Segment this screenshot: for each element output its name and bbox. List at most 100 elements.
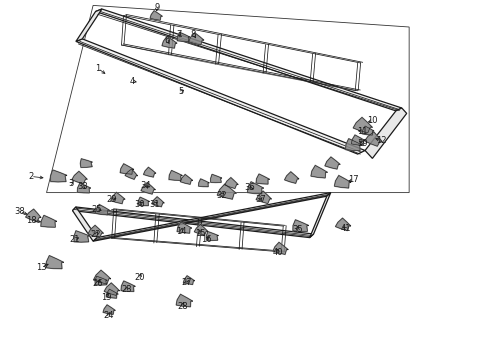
Text: 10: 10: [367, 116, 378, 125]
Text: 13: 13: [36, 263, 47, 271]
Text: 16: 16: [201, 235, 212, 244]
Polygon shape: [96, 9, 402, 111]
Text: 40: 40: [273, 248, 284, 257]
Polygon shape: [46, 256, 64, 269]
Polygon shape: [169, 170, 182, 180]
Polygon shape: [73, 207, 314, 238]
Polygon shape: [88, 225, 103, 238]
Text: 33: 33: [77, 182, 88, 191]
Polygon shape: [72, 171, 87, 184]
Text: 29: 29: [106, 195, 117, 204]
Polygon shape: [351, 135, 365, 145]
Polygon shape: [206, 231, 219, 240]
Polygon shape: [93, 193, 331, 241]
Polygon shape: [177, 222, 192, 233]
Polygon shape: [50, 170, 67, 182]
Text: 19: 19: [101, 292, 112, 302]
Polygon shape: [225, 177, 238, 189]
Text: 38: 38: [14, 207, 25, 216]
Polygon shape: [285, 172, 299, 183]
Polygon shape: [141, 183, 155, 194]
Polygon shape: [80, 159, 92, 167]
Text: 15: 15: [195, 229, 205, 238]
Polygon shape: [94, 270, 111, 284]
Polygon shape: [325, 157, 340, 169]
Polygon shape: [311, 165, 327, 178]
Text: 41: 41: [340, 224, 351, 233]
Text: 21: 21: [69, 235, 80, 244]
Polygon shape: [256, 174, 270, 184]
Text: 28: 28: [177, 302, 188, 311]
Polygon shape: [247, 182, 264, 194]
Polygon shape: [138, 197, 149, 206]
Polygon shape: [162, 36, 177, 48]
Polygon shape: [152, 197, 164, 207]
Text: 9: 9: [154, 3, 159, 12]
Text: 27: 27: [182, 278, 193, 287]
Polygon shape: [106, 289, 118, 298]
Text: 12: 12: [376, 136, 387, 145]
Polygon shape: [198, 179, 209, 187]
Text: 11: 11: [357, 127, 368, 136]
Text: 5: 5: [179, 87, 184, 96]
Polygon shape: [365, 132, 382, 146]
Polygon shape: [41, 215, 57, 227]
Text: 7: 7: [176, 30, 181, 39]
Polygon shape: [176, 294, 193, 307]
Text: 3: 3: [69, 179, 74, 188]
Polygon shape: [95, 276, 107, 285]
Polygon shape: [273, 242, 288, 255]
Text: 35: 35: [293, 225, 303, 234]
Text: 20: 20: [134, 274, 145, 282]
Text: 17: 17: [348, 175, 359, 184]
Text: 30: 30: [134, 200, 145, 209]
Text: 23: 23: [121, 285, 132, 294]
Text: 18: 18: [26, 216, 37, 225]
Text: 32: 32: [216, 191, 227, 199]
Text: 25: 25: [92, 205, 102, 214]
Text: 2: 2: [28, 172, 33, 181]
Text: 24: 24: [103, 310, 114, 320]
Polygon shape: [144, 167, 156, 177]
Polygon shape: [76, 9, 102, 41]
Polygon shape: [177, 32, 190, 41]
Text: 31: 31: [149, 200, 160, 209]
Polygon shape: [150, 11, 162, 20]
Polygon shape: [345, 139, 362, 150]
Text: 22: 22: [91, 230, 101, 239]
Polygon shape: [180, 175, 193, 184]
Text: 26: 26: [93, 279, 103, 288]
Polygon shape: [125, 169, 138, 179]
Text: 6: 6: [164, 36, 169, 45]
Polygon shape: [217, 184, 236, 199]
Polygon shape: [111, 192, 125, 204]
Polygon shape: [195, 224, 208, 235]
Polygon shape: [256, 191, 271, 203]
Text: 8: 8: [191, 30, 196, 39]
Polygon shape: [189, 33, 204, 45]
Text: 34: 34: [141, 181, 151, 190]
Polygon shape: [211, 174, 222, 183]
Polygon shape: [103, 305, 115, 314]
Polygon shape: [353, 117, 372, 133]
Polygon shape: [310, 193, 331, 238]
Polygon shape: [74, 231, 89, 242]
Polygon shape: [365, 108, 407, 158]
Polygon shape: [73, 207, 97, 241]
Text: 39: 39: [357, 139, 368, 148]
Polygon shape: [335, 175, 351, 188]
Text: 14: 14: [176, 227, 187, 236]
Polygon shape: [25, 209, 41, 222]
Text: 1: 1: [96, 64, 100, 73]
Polygon shape: [293, 220, 309, 231]
Polygon shape: [104, 283, 120, 295]
Text: 4: 4: [130, 77, 135, 85]
Polygon shape: [120, 164, 134, 174]
Text: 36: 36: [245, 184, 255, 192]
Polygon shape: [96, 204, 109, 215]
Polygon shape: [336, 218, 351, 230]
Polygon shape: [77, 183, 91, 193]
Polygon shape: [362, 126, 374, 135]
Polygon shape: [183, 276, 195, 284]
Polygon shape: [121, 281, 135, 292]
